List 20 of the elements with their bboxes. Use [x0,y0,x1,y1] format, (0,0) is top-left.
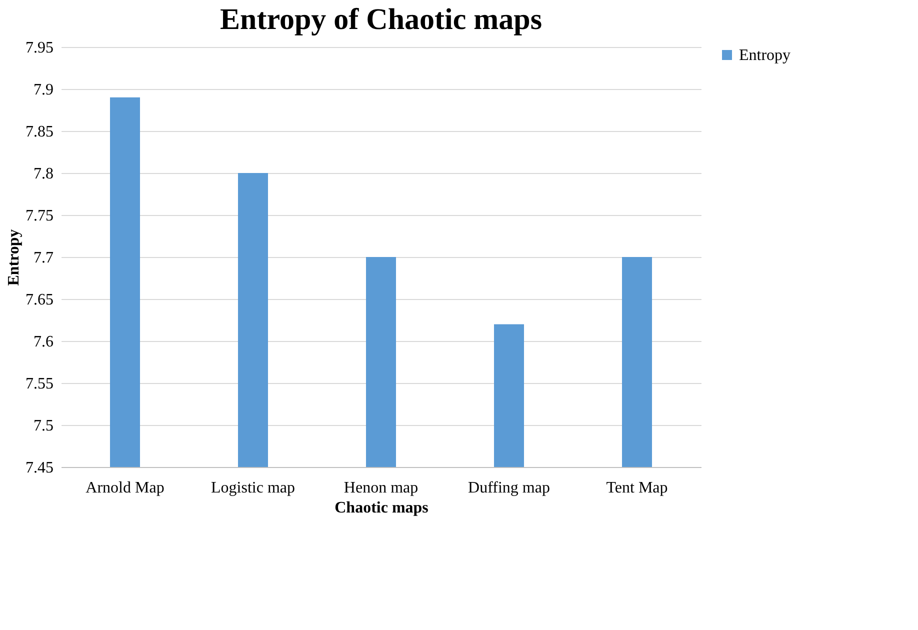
x-tick-label: Henon map [344,480,418,496]
y-tick-label: 7.45 [26,460,54,476]
x-tick-label: Logistic map [211,480,295,496]
x-tick-label: Duffing map [468,480,550,496]
y-tick-label: 7.5 [34,418,54,434]
x-tick-label: Arnold Map [86,480,164,496]
y-axis-title: Entropy [6,229,22,286]
y-tick-label: 7.85 [26,124,54,140]
x-tick-label: Tent Map [606,480,668,496]
legend-label: Entropy [739,47,791,64]
y-tick-label: 7.6 [34,334,54,350]
x-axis-title: Chaotic maps [334,500,428,516]
y-tick-label: 7.75 [26,208,54,224]
y-tick-label: 7.55 [26,376,54,392]
y-tick-label: 7.9 [34,82,54,98]
y-tick-label: 7.65 [26,292,54,308]
y-tick-label: 7.8 [34,166,54,182]
y-tick-label: 7.95 [26,40,54,56]
y-tick-label: 7.7 [34,250,54,266]
chart-title: Entropy of Chaotic maps [220,3,542,36]
